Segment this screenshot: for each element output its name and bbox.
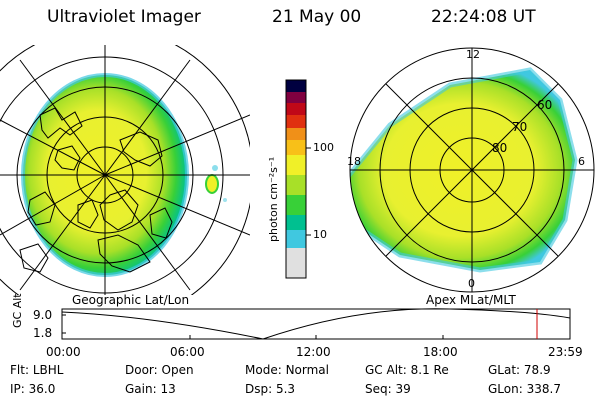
status-glon: GLon: 338.7 [488,382,561,396]
date-label: 21 May 00 [272,7,362,27]
colorbar-tick-10: 10 [313,228,327,241]
altitude-track-plot [61,308,571,340]
mlt-label-0: 0 [468,277,475,290]
instrument-title: Ultraviolet Imager [47,7,201,27]
mlt-label-12: 12 [466,48,480,61]
time-tick-1800: 18:00 [423,345,458,359]
colorbar [285,79,311,279]
mlat-label-80: 80 [492,141,508,155]
apex-label: Apex MLat/MLT [426,293,516,307]
status-door: Door: Open [125,363,194,377]
time-tick-1200: 12:00 [296,345,331,359]
status-flt: Flt: LBHL [10,363,64,377]
status-mode: Mode: Normal [245,363,329,377]
mlat-label-60: 60 [537,98,553,112]
mlt-label-6: 6 [578,155,585,168]
colorbar-tick-100: 100 [313,141,334,154]
geographic-label: Geographic Lat/Lon [72,293,190,307]
altitude-ylabel: GC Alt [11,293,24,328]
status-dsp: Dsp: 5.3 [245,382,296,396]
status-gc-alt: GC Alt: 8.1 Re [365,363,449,377]
time-tick-0000: 00:00 [46,345,81,359]
time-tick-2359: 23:59 [548,345,583,359]
status-glat: GLat: 78.9 [488,363,551,377]
altitude-tick-1-8: 1.8 [33,326,53,340]
mlat-label-70: 70 [512,120,528,134]
time-tick-0600: 06:00 [170,345,205,359]
altitude-tick-9: 9.0 [33,308,53,322]
mlat-mlt-polar-plot [349,47,595,293]
mlt-label-18: 18 [347,155,361,168]
colorbar-unit-label: photon cm⁻²s⁻¹ [267,156,280,242]
status-seq: Seq: 39 [365,382,411,396]
status-ip: IP: 36.0 [10,382,56,396]
geographic-map [0,45,250,295]
time-label: 22:24:08 UT [431,7,536,27]
status-gain: Gain: 13 [125,382,176,396]
